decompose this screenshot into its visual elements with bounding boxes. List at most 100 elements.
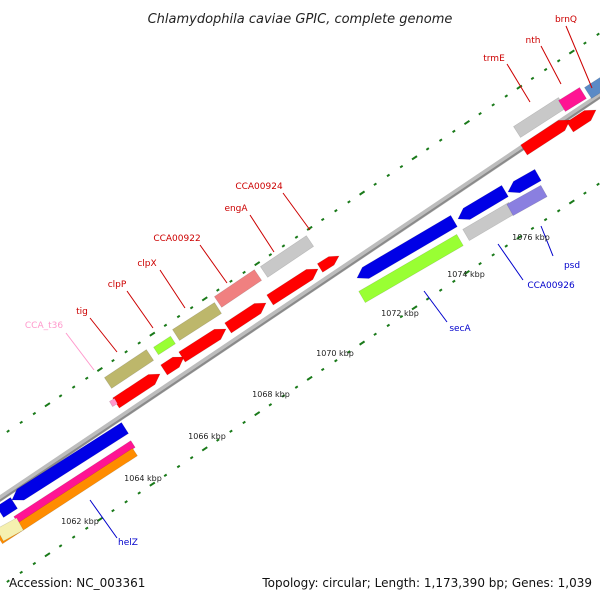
tick-label-1070: 1070 kbp — [316, 349, 354, 358]
tick-dot-upper — [124, 350, 128, 354]
cds-7 — [520, 119, 571, 156]
tick-dot-lower — [189, 456, 194, 460]
tick-dot-upper — [425, 147, 430, 151]
tick-dot-upper — [491, 103, 495, 107]
tick-dot-upper — [71, 385, 76, 389]
backbone-band — [0, 91, 600, 503]
tick-dot-lower — [281, 394, 286, 398]
gene-labels: brnQ nth trmE CCA00924 engA CCA00922 clp… — [25, 15, 580, 548]
cds-6 — [316, 255, 340, 273]
tick-label-1062: 1062 kbp — [61, 517, 99, 526]
gene-label-CCA00926[interactable]: CCA00926 — [527, 281, 575, 291]
gene-label-tig[interactable]: tig — [76, 307, 88, 317]
cds-4 — [224, 302, 267, 334]
tick-dot-lower — [124, 500, 128, 504]
tick-dot-upper — [96, 366, 103, 372]
tick-dot-lower — [268, 403, 273, 407]
tick-dot-upper — [359, 190, 366, 196]
gene-helZ-blue — [11, 422, 129, 501]
leader-CCA00926 — [497, 243, 524, 281]
tick-dot-upper — [189, 306, 194, 310]
gene-label-CCA00922[interactable]: CCA00922 — [153, 234, 200, 244]
gene-label-trmE[interactable]: trmE — [483, 54, 505, 64]
leader-tig — [89, 317, 118, 353]
gene-label-secA[interactable]: secA — [449, 324, 471, 334]
tick-label-1066: 1066 kbp — [188, 432, 226, 441]
tick-dot-upper — [399, 164, 404, 169]
tick-dot-lower — [543, 217, 548, 222]
tick-dot-lower — [320, 367, 325, 372]
tick-dot-lower — [6, 579, 10, 583]
tick-dot-upper — [268, 253, 273, 257]
tick-dot-lower — [478, 262, 482, 266]
tick-dot-lower — [373, 332, 377, 336]
tick-dot-upper — [281, 244, 286, 248]
cds-5 — [266, 268, 319, 306]
tick-dot-lower — [163, 473, 168, 478]
tick-dot-lower — [176, 464, 181, 469]
tick-dot-lower — [530, 226, 535, 231]
tick-dot-lower — [347, 350, 351, 354]
tick-dot-upper — [19, 420, 24, 425]
tick-dot-upper — [568, 49, 575, 55]
tick-dot-lower — [334, 359, 338, 363]
tick-dot-upper — [504, 94, 509, 98]
genome-summary-text: Topology: circular; Length: 1,173,390 bp… — [262, 576, 592, 590]
tick-dot-lower — [19, 570, 24, 575]
tick-dot-lower — [516, 234, 523, 240]
tick-dot-lower — [58, 544, 63, 548]
gene-label-clpP[interactable]: clpP — [108, 280, 127, 290]
gene-brnQ — [584, 77, 600, 99]
leader-CCA_t36 — [65, 332, 95, 371]
tick-labels: 1062 kbp 1064 kbp 1066 kbp 1068 kbp 1070… — [61, 233, 550, 526]
tick-dot-upper — [201, 296, 208, 302]
gene-label-nth[interactable]: nth — [526, 36, 541, 46]
gene-secA — [358, 233, 464, 304]
tick-dot-lower — [32, 561, 37, 566]
gene-label-psd[interactable]: psd — [564, 261, 580, 271]
gene-label-CCA00924[interactable]: CCA00924 — [235, 182, 283, 192]
leader-psd — [540, 225, 554, 257]
gene-label-engA[interactable]: engA — [224, 204, 248, 214]
label-leaders — [65, 25, 593, 539]
tick-dot-upper — [386, 173, 391, 178]
gene-label-brnQ[interactable]: brnQ — [555, 15, 577, 25]
cds-8 — [566, 109, 597, 133]
tick-dot-upper — [452, 129, 456, 133]
tick-dot-upper — [176, 314, 181, 319]
tick-dot-upper — [583, 41, 587, 45]
tick-label-1072: 1072 kbp — [381, 309, 419, 318]
tick-dot-upper — [411, 155, 418, 161]
gene-psd — [506, 184, 548, 217]
tick-label-1064: 1064 kbp — [124, 474, 162, 483]
tick-label-1076: 1076 kbp — [512, 233, 550, 242]
backbone — [0, 91, 600, 503]
tick-dot-lower — [386, 323, 391, 328]
tick-dot-lower — [137, 491, 142, 495]
gene-label-CCA_t36[interactable]: CCA_t36 — [25, 321, 63, 331]
tick-dot-lower — [568, 199, 575, 205]
leader-clpP — [126, 290, 154, 329]
tick-dot-upper — [6, 429, 10, 433]
tick-dot-upper — [242, 270, 246, 275]
tick-dot-upper — [334, 209, 338, 213]
gene-CCA00922 — [213, 269, 263, 308]
tick-dot-lower — [111, 508, 115, 513]
tick-dot-upper — [216, 288, 220, 292]
tick-dot-upper — [111, 358, 115, 363]
gene-blue-3 — [507, 168, 542, 194]
tick-dot-lower — [294, 385, 299, 389]
leader-clpX — [159, 269, 186, 309]
tick-dots — [6, 32, 600, 583]
leader-brnQ — [565, 25, 593, 89]
tick-dot-lower — [596, 182, 600, 186]
gene-nth — [558, 87, 587, 112]
tick-dot-lower — [71, 535, 76, 539]
map-title: Chlamydophila caviae GPIC, complete geno… — [148, 12, 453, 27]
tick-dot-lower — [399, 314, 404, 319]
tick-dot-upper — [84, 376, 89, 380]
gene-label-helZ[interactable]: helZ — [118, 538, 138, 548]
cds-3 — [178, 328, 227, 363]
gene-label-clpX[interactable]: clpX — [137, 259, 156, 269]
